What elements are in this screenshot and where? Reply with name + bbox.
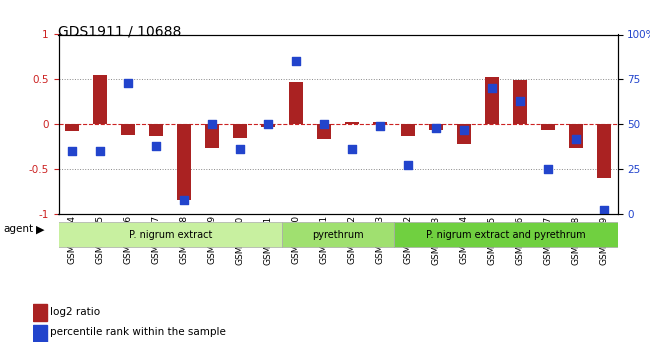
Point [402,163,413,168]
Text: pyrethrum: pyrethrum [312,230,364,239]
Point [95,148,105,154]
Point [459,127,469,132]
Point [235,147,246,152]
Bar [94,75,107,124]
Point [571,136,581,141]
Point [431,125,441,130]
Bar [66,124,79,131]
Bar [429,124,443,130]
Point [375,123,385,129]
Bar [569,124,582,148]
Point [486,86,497,91]
Bar [317,124,331,139]
Text: percentile rank within the sample: percentile rank within the sample [50,327,226,337]
Bar [541,124,554,130]
Bar [233,124,247,138]
Point [515,98,525,104]
Bar [345,122,359,124]
Text: agent: agent [3,225,33,234]
Point [124,80,134,86]
Point [67,148,78,154]
Bar [150,124,163,136]
Bar [289,82,303,124]
Text: GDS1911 / 10688: GDS1911 / 10688 [58,24,182,38]
Point [542,166,552,172]
Bar [485,77,499,124]
FancyBboxPatch shape [282,222,394,247]
FancyBboxPatch shape [58,222,282,247]
FancyBboxPatch shape [394,222,618,247]
Point [179,197,190,202]
Bar [457,124,471,144]
Text: P. nigrum extract and pyrethrum: P. nigrum extract and pyrethrum [426,230,586,239]
Bar [177,124,191,200]
Point [318,121,329,127]
Text: ▶: ▶ [36,225,44,234]
Bar [122,124,135,135]
Bar [32,325,47,342]
Text: log2 ratio: log2 ratio [50,307,100,317]
Bar [32,304,47,321]
Bar [597,124,610,178]
Bar [261,124,275,127]
Point [599,208,609,213]
Bar [373,122,387,124]
Bar [401,124,415,136]
Point [263,121,273,127]
Bar [513,80,526,124]
Point [291,59,302,64]
Text: P. nigrum extract: P. nigrum extract [129,230,212,239]
Point [347,147,358,152]
Point [207,121,217,127]
Bar [205,124,219,148]
Point [151,143,161,148]
